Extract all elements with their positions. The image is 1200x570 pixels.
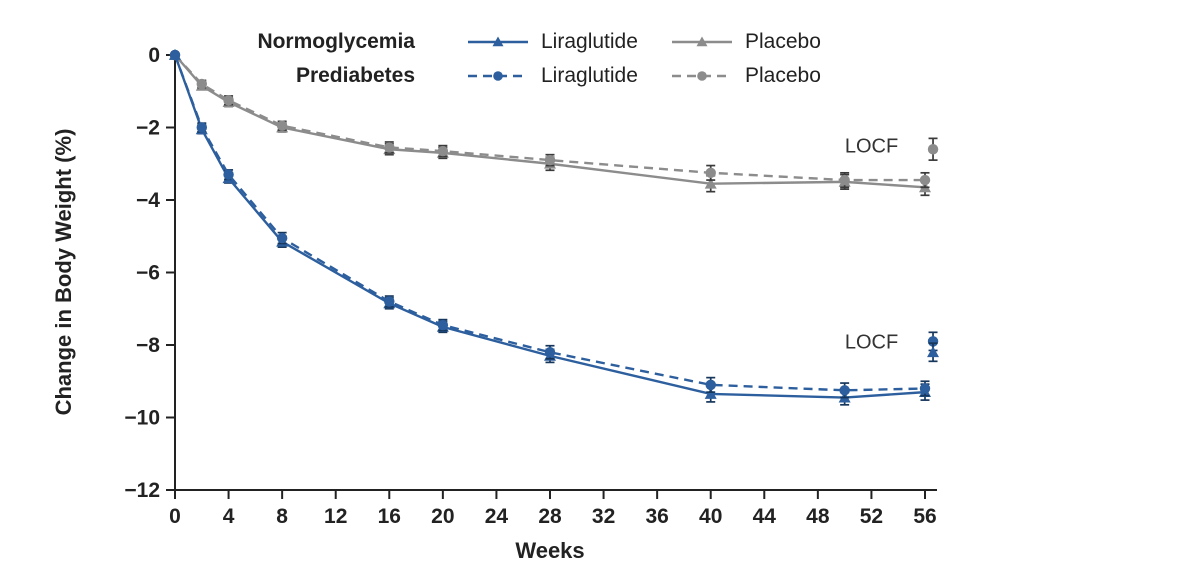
legend-item-normo-liraglutide: Liraglutide: [467, 30, 643, 54]
legend: Normoglycemia Liraglutide Placebo Predia…: [255, 27, 847, 90]
series-marker: [919, 174, 931, 186]
y-tick-label: −4: [136, 189, 160, 212]
legend-label: Liraglutide: [541, 29, 638, 53]
x-axis-title: Weeks: [515, 538, 585, 563]
x-tick-label: 56: [913, 505, 936, 528]
x-tick-label: 32: [592, 505, 615, 528]
series-marker: [196, 122, 208, 133]
y-tick-label: −10: [124, 407, 160, 430]
legend-sample-solid-blue-triangle-icon: [468, 36, 528, 46]
locf-label: LOCF: [845, 331, 898, 353]
series-marker: [437, 145, 449, 157]
legend-item-normo-placebo: Placebo: [671, 30, 847, 54]
legend-sample-marker: [697, 70, 707, 81]
legend-sample-dashed-blue-circle-icon: [468, 70, 528, 81]
legend-sample-marker: [492, 36, 504, 46]
series-marker: [169, 49, 181, 61]
series-marker: [544, 347, 556, 358]
series-marker: [839, 385, 850, 396]
y-axis-title: Change in Body Weight (%): [51, 128, 76, 416]
y-tick-label: −12: [124, 479, 160, 502]
series-marker: [276, 120, 288, 131]
locf-group: LOCF LOCF: [845, 136, 940, 363]
legend-sample-solid-gray-triangle-icon: [672, 36, 732, 46]
legend-sample-marker: [493, 70, 503, 81]
series-marker: [276, 232, 288, 244]
series-marker: [705, 167, 716, 179]
locf-label: LOCF: [845, 136, 898, 158]
x-tick-label: 20: [431, 505, 454, 528]
series-marker: [196, 78, 208, 90]
series-marker: [705, 379, 716, 391]
y-tick-label: −8: [136, 334, 160, 357]
x-tick-label: 4: [223, 505, 235, 528]
legend-label: Placebo: [745, 63, 821, 87]
legend-item-pre-liraglutide: Liraglutide: [467, 64, 643, 88]
series-line: [173, 54, 926, 392]
x-tick-label: 48: [806, 505, 830, 528]
x-tick-label: 8: [276, 505, 288, 528]
series-marker: [927, 144, 939, 155]
series-marker: [544, 154, 556, 166]
legend-sample-marker: [696, 36, 708, 46]
series-line: [173, 54, 926, 399]
legend-label: Placebo: [745, 29, 821, 53]
legend-sample-dashed-gray-circle-icon: [672, 70, 732, 81]
legend-row-prediabetes: Prediabetes Liraglutide Placebo: [255, 61, 847, 90]
legend-item-pre-placebo: Placebo: [671, 64, 847, 88]
axes: 0−2−4−6−8−10−120 4 8 12 16 20 24 28 32 36 40 44 48 52…: [124, 44, 937, 528]
x-tick-label: 44: [753, 505, 777, 528]
x-tick-label: 28: [538, 505, 562, 528]
legend-group-label: Normoglycemia: [257, 29, 415, 53]
x-tick-label: 12: [324, 505, 347, 528]
y-tick-label: −6: [136, 262, 160, 285]
y-tick-label: 0: [148, 44, 160, 67]
series-marker: [927, 346, 940, 358]
series-marker: [839, 174, 850, 186]
x-tick-label: 16: [378, 505, 401, 528]
x-tick-label: 36: [645, 505, 668, 528]
legend-row-normoglycemia: Normoglycemia Liraglutide Placebo: [255, 27, 847, 56]
x-tick-label: 24: [485, 505, 509, 528]
y-tick-label: −2: [136, 117, 160, 140]
series-marker: [704, 177, 717, 189]
x-tick-label: 40: [699, 505, 722, 528]
legend-label: Liraglutide: [541, 63, 638, 87]
series-prediabetes-liraglutide: [169, 49, 931, 399]
x-tick-label: 0: [169, 505, 181, 528]
legend-group-label: Prediabetes: [295, 63, 415, 87]
series-line: [174, 54, 926, 189]
series-marker: [919, 383, 931, 394]
series-marker: [437, 319, 449, 331]
series-marker: [223, 169, 234, 180]
series-marker: [223, 95, 234, 106]
series-marker: [384, 296, 395, 307]
x-tick-label: 52: [860, 505, 883, 528]
series-marker: [384, 142, 395, 153]
series-marker: [704, 387, 717, 399]
